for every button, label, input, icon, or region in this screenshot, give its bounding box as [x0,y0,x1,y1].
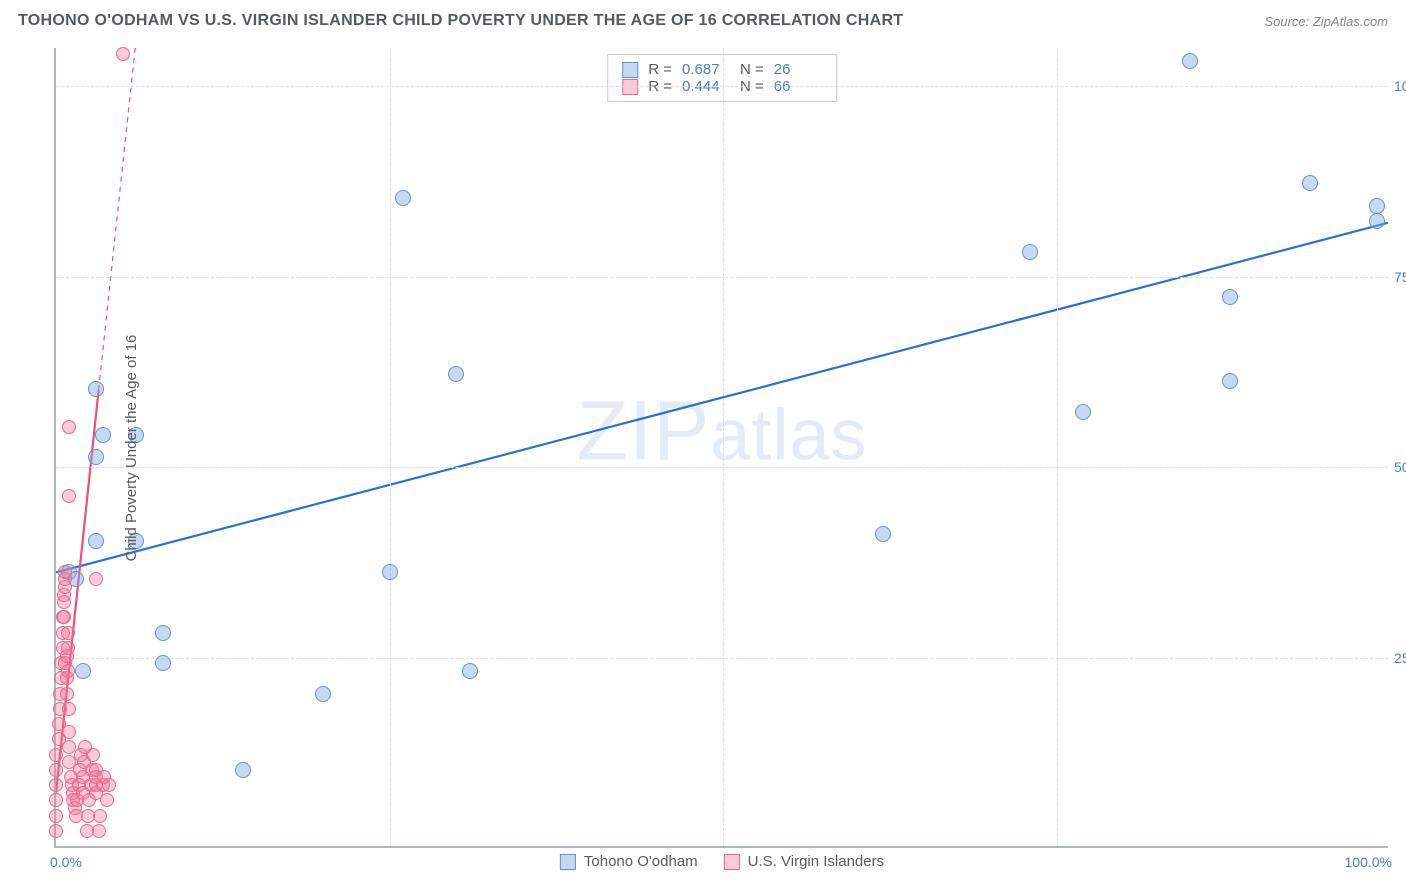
data-point [62,725,76,739]
data-point [448,366,464,382]
swatch-pink [724,854,740,870]
watermark-suffix: atlas [710,396,867,476]
data-point [1075,404,1091,420]
stats-legend: R = 0.687 N = 26 R = 0.444 N = 66 [607,54,837,102]
data-point [1369,198,1385,214]
data-point [315,686,331,702]
n-value: 26 [774,61,822,78]
plot-area: ZIPatlas R = 0.687 N = 26 R = 0.444 N = … [54,48,1388,848]
data-point [61,626,75,640]
series-legend: Tohono O'odham U.S. Virgin Islanders [560,853,884,870]
data-point [88,381,104,397]
data-point [49,824,63,838]
data-point [1182,53,1198,69]
legend-label: Tohono O'odham [584,853,698,870]
x-tick-min: 0.0% [50,854,82,870]
data-point [395,190,411,206]
legend-item-1: U.S. Virgin Islanders [724,853,884,870]
data-point [88,533,104,549]
gridline-h [56,658,1388,659]
data-point [62,420,76,434]
gridline-v [390,48,391,846]
gridline-h [56,467,1388,468]
x-tick-max: 100.0% [1345,854,1392,870]
y-tick-label: 75.0% [1394,269,1406,285]
source-label: Source: ZipAtlas.com [1264,14,1388,29]
y-tick-label: 100.0% [1394,78,1406,94]
legend-label: U.S. Virgin Islanders [748,853,884,870]
data-point [95,427,111,443]
data-point [1222,289,1238,305]
data-point [49,778,63,792]
data-point [49,748,63,762]
y-tick-label: 50.0% [1394,459,1406,475]
data-point [49,809,63,823]
data-point [58,565,72,579]
data-point [49,793,63,807]
data-point [155,625,171,641]
data-point [100,793,114,807]
data-point [1302,175,1318,191]
chart-title: TOHONO O'ODHAM VS U.S. VIRGIN ISLANDER C… [18,12,903,30]
data-point [89,572,103,586]
data-point [61,641,75,655]
swatch-blue [622,62,638,78]
data-point [60,687,74,701]
data-point [88,449,104,465]
stats-row-0: R = 0.687 N = 26 [622,61,822,78]
r-label: R = [648,61,672,78]
trend-line [56,223,1388,573]
chart: ZIPatlas R = 0.687 N = 26 R = 0.444 N = … [54,48,1388,848]
n-label: N = [740,61,764,78]
swatch-blue [560,854,576,870]
data-point [875,526,891,542]
data-point [93,809,107,823]
gridline-v [723,48,724,846]
data-point [1022,244,1038,260]
data-point [155,655,171,671]
data-point [86,748,100,762]
header: TOHONO O'ODHAM VS U.S. VIRGIN ISLANDER C… [0,0,1406,38]
watermark-prefix: ZIP [577,384,711,478]
watermark: ZIPatlas [577,383,868,480]
y-tick-label: 25.0% [1394,650,1406,666]
gridline-h [56,277,1388,278]
data-point [75,663,91,679]
data-point [61,664,75,678]
gridline-v [1057,48,1058,846]
data-point [116,47,130,61]
data-point [62,702,76,716]
data-point [49,763,63,777]
data-point [92,824,106,838]
gridline-h [56,86,1388,87]
data-point [1369,213,1385,229]
data-point [102,778,116,792]
data-point [62,489,76,503]
y-axis-label: Child Poverty Under the Age of 16 [123,335,140,562]
legend-item-0: Tohono O'odham [560,853,698,870]
data-point [382,564,398,580]
data-point [1222,373,1238,389]
trend-lines [56,48,1388,846]
data-point [57,610,71,624]
data-point [235,762,251,778]
data-point [462,663,478,679]
